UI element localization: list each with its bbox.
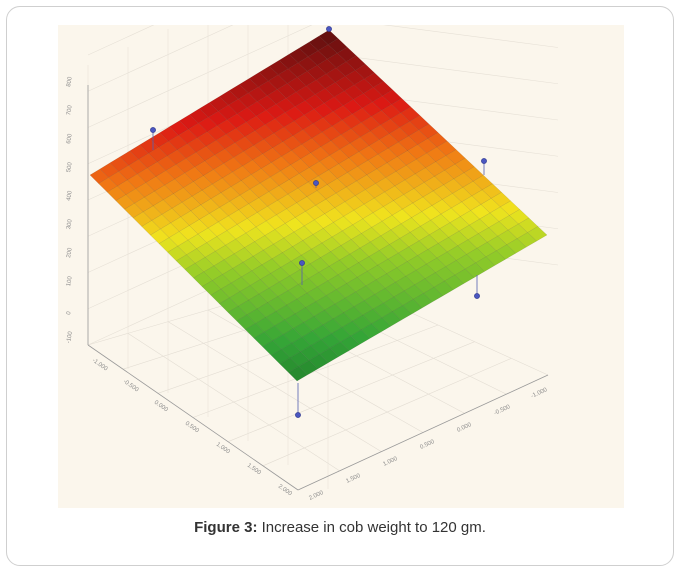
figure-caption: Figure 3: Increase in cob weight to 120 …	[0, 519, 680, 536]
z-tick-label: -100	[66, 330, 74, 344]
x-tick-label: 0.000	[153, 400, 169, 414]
x-tick-label: 1.000	[215, 442, 231, 456]
y-tick-label: -1.000	[530, 387, 549, 400]
z-tick-label: 600	[66, 133, 74, 145]
z-tick-label: 200	[66, 247, 74, 259]
design-point-center-lower	[299, 260, 305, 266]
y-tick-label: 2.000	[308, 490, 325, 502]
wall-grid-line	[383, 25, 559, 48]
surface-cell	[288, 366, 308, 382]
y-tick-label: 0.500	[419, 439, 436, 451]
y-tick-label: 0.000	[456, 422, 473, 434]
x-tick-label: 0.500	[184, 421, 200, 435]
plot-panel: 800 700 600 500 400 300 200 100 0 -100 -1.000 -0.50…	[58, 25, 624, 508]
z-tick-label: 300	[66, 218, 74, 230]
x-tick-label: -0.500	[122, 379, 140, 394]
design-point-right-lower	[474, 293, 480, 299]
x-tick-label: -1.000	[91, 358, 109, 373]
design-point-upper-left	[150, 127, 156, 133]
caption-text: Increase in cob weight to 120 gm.	[261, 519, 486, 536]
z-tick-label: 500	[66, 161, 74, 173]
x-tick-label: 1.500	[246, 463, 262, 477]
design-point-center-upper	[313, 180, 319, 186]
wall-grid-line	[87, 25, 155, 56]
floor-grid-line	[227, 341, 475, 442]
y-tick-label: -0.500	[493, 404, 512, 417]
z-tick-label: 800	[66, 76, 74, 88]
design-point-bottom	[295, 412, 301, 418]
y-axis-line	[297, 374, 549, 491]
z-tick-label: 100	[66, 275, 74, 287]
wall-grid-line	[327, 53, 559, 85]
x-tick-label: 2.000	[277, 484, 293, 498]
y-tick-label: 1.000	[382, 456, 399, 468]
design-point-corner-top	[326, 26, 332, 32]
x-axis-line	[87, 344, 299, 491]
design-point-right-upper	[481, 158, 487, 164]
surface-plot: 800 700 600 500 400 300 200 100 0 -100 -1.000 -0.50…	[66, 25, 559, 502]
z-tick-label: 0	[66, 310, 73, 315]
z-tick-label: 400	[66, 190, 74, 202]
y-tick-label: 1.500	[345, 473, 362, 485]
caption-label: Figure 3:	[194, 519, 262, 536]
z-tick-label: 700	[66, 104, 74, 116]
